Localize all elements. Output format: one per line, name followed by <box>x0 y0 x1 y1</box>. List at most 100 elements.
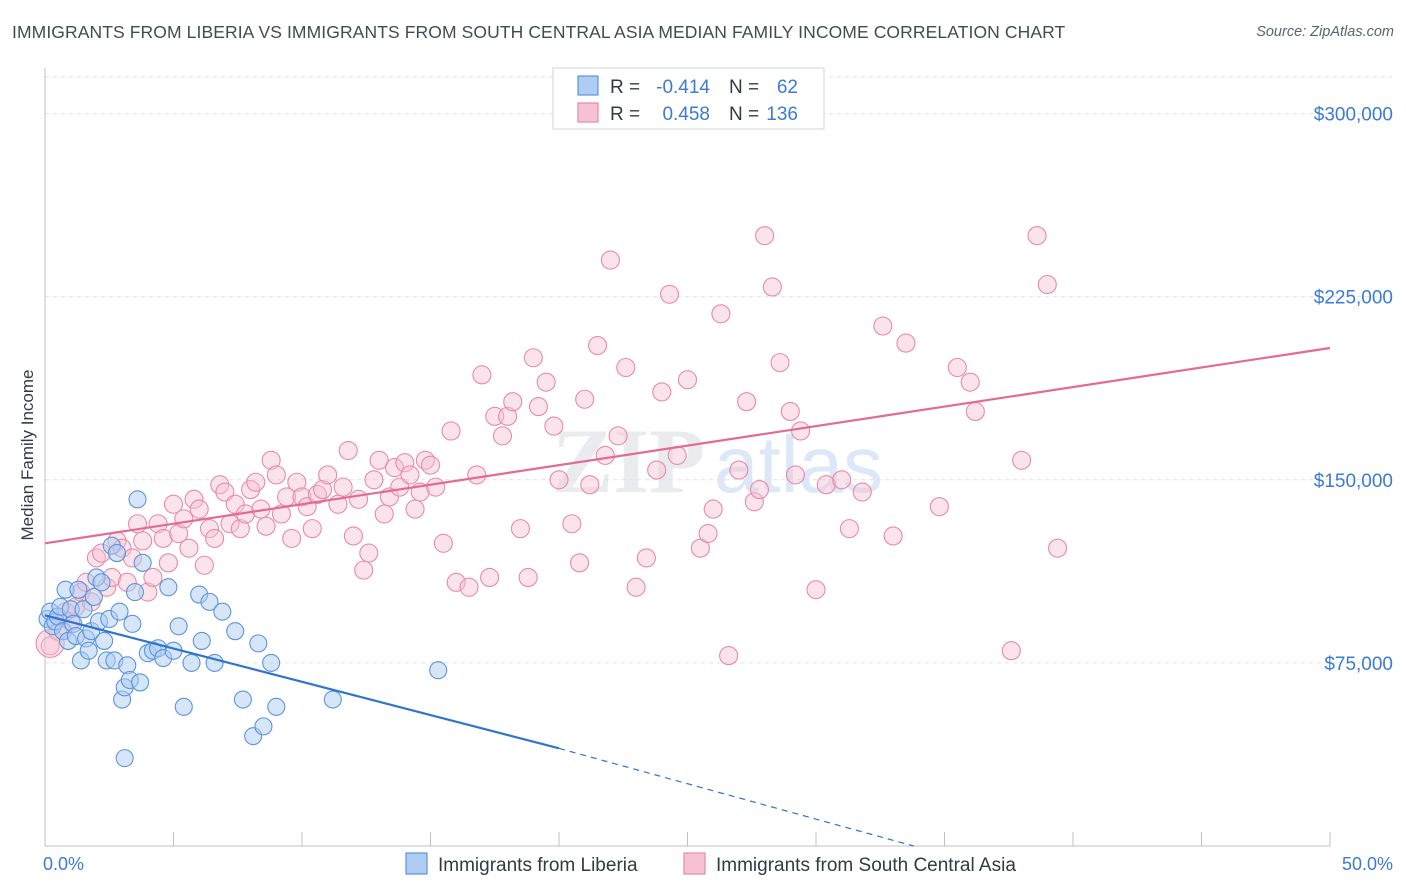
sca-point <box>246 472 266 492</box>
legend-r-label-sca: R = <box>610 104 640 125</box>
sca-point <box>1037 274 1057 295</box>
chart-title: IMMIGRANTS FROM LIBERIA VS IMMIGRANTS FR… <box>12 22 1066 42</box>
liberia-point <box>79 641 98 660</box>
sca-point <box>369 450 389 470</box>
sca-point <box>929 497 949 517</box>
sca-point <box>467 465 487 485</box>
sca-point <box>659 284 680 304</box>
sca-point <box>587 335 608 356</box>
sca-point <box>194 555 214 575</box>
sca-point <box>647 460 667 480</box>
sca-point <box>261 450 281 470</box>
sca-point <box>947 357 967 378</box>
y-tick-label: $75,000 <box>1324 654 1393 675</box>
liberia-point <box>182 653 201 672</box>
y-axis-label: Median Family Income <box>18 369 37 540</box>
sca-point <box>395 453 415 473</box>
sca-point <box>189 499 209 519</box>
x-tick-label: 0.0% <box>43 854 84 874</box>
sca-point <box>199 519 220 539</box>
y-tick-label: $150,000 <box>1314 471 1393 492</box>
sca-point <box>1027 226 1047 246</box>
sca-point <box>626 577 646 597</box>
sca-point <box>719 646 739 666</box>
bottom-legend-label-liberia: Immigrants from Liberia <box>438 855 638 876</box>
sca-point <box>459 577 479 597</box>
liberia-point <box>429 661 448 680</box>
sca-point <box>472 365 492 385</box>
sca-point <box>816 475 836 495</box>
legend-r-value-sca: 0.458 <box>662 104 710 125</box>
sca-points <box>35 226 1068 666</box>
sca-point <box>282 528 302 548</box>
liberia-point <box>254 717 273 736</box>
x-tick-labels: 0.0% 50.0% <box>43 854 1393 874</box>
sca-point <box>600 250 620 270</box>
liberia-point <box>69 580 88 599</box>
liberia-point <box>200 592 219 611</box>
sca-point <box>433 533 453 553</box>
sca-point <box>1048 538 1068 558</box>
sca-point <box>271 504 291 524</box>
sca-point <box>762 277 782 297</box>
sca-point <box>343 526 363 546</box>
bottom-legend-label-sca: Immigrants from South Central Asia <box>716 855 1016 876</box>
sca-point <box>737 392 757 412</box>
sca-point <box>711 304 731 324</box>
sca-point <box>580 475 600 495</box>
sca-point <box>806 580 826 600</box>
sca-point <box>608 426 628 446</box>
legend-swatch-liberia <box>577 75 599 96</box>
sca-point <box>698 523 718 544</box>
liberia-point <box>233 690 252 709</box>
sca-point <box>174 509 194 529</box>
sca-point <box>400 465 420 485</box>
sca-point <box>338 440 358 461</box>
sca-point <box>313 480 333 500</box>
sca-point <box>852 482 872 502</box>
sca-point <box>780 401 800 422</box>
legend-n-value-liberia: 62 <box>777 77 798 98</box>
sca-point <box>143 567 163 588</box>
y-tick-label: $300,000 <box>1314 105 1393 126</box>
sca-point <box>616 357 636 378</box>
liberia-point <box>115 749 134 768</box>
liberia-point <box>131 673 150 692</box>
sca-point <box>749 480 770 500</box>
sca-point <box>179 538 199 558</box>
sca-point <box>595 445 615 465</box>
sca-point <box>169 523 189 544</box>
sca-point <box>133 531 153 551</box>
liberia-trend-extension <box>558 747 914 847</box>
sca-point <box>158 553 178 573</box>
bottom-legend-swatch-sca <box>683 852 706 875</box>
sca-point <box>163 494 184 514</box>
liberia-point <box>123 614 142 633</box>
sca-point <box>426 477 446 497</box>
liberia-point <box>267 697 286 716</box>
liberia-point <box>249 634 268 653</box>
sca-point <box>562 514 582 534</box>
sca-point <box>544 416 564 436</box>
liberia-point <box>92 573 111 592</box>
legend-r-label-liberia: R = <box>610 77 640 98</box>
sca-point <box>677 370 698 390</box>
sca-point <box>184 489 204 509</box>
liberia-point <box>226 622 245 641</box>
sca-point <box>153 528 173 548</box>
sca-point <box>302 519 322 539</box>
liberia-point <box>110 602 129 621</box>
sca-point <box>636 548 656 568</box>
sca-point <box>384 458 405 478</box>
sca-point <box>755 226 775 246</box>
watermark: ZIP atlas <box>552 410 883 512</box>
trend-lines <box>44 346 1331 847</box>
legend-r-value-liberia: -0.414 <box>656 77 710 98</box>
sca-point <box>40 636 60 656</box>
sca-point <box>348 489 369 509</box>
sca-point <box>523 348 543 368</box>
sca-point <box>690 538 710 558</box>
sca-trend-line <box>44 346 1331 545</box>
sca-point <box>703 499 723 519</box>
liberia-point <box>107 543 127 563</box>
